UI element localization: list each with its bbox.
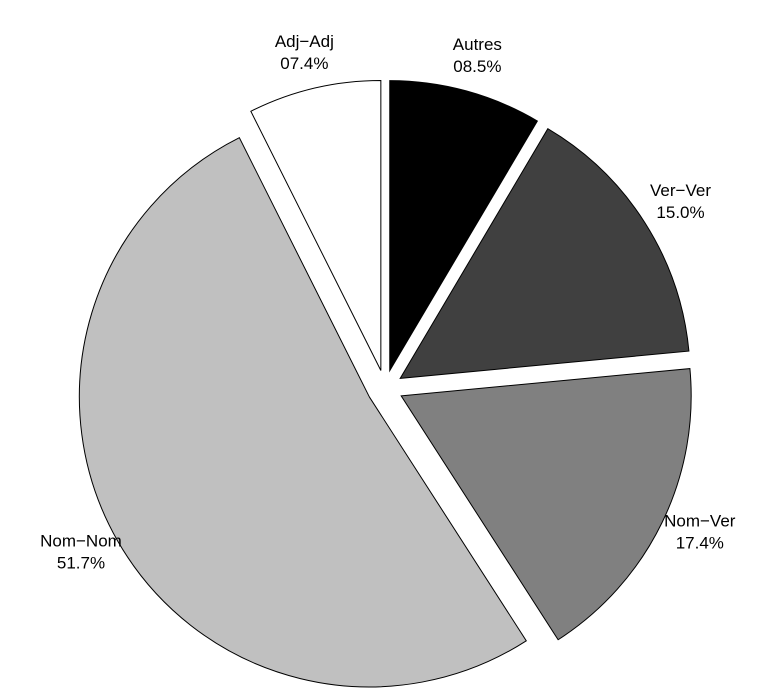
slice-label: Autres [453, 35, 502, 54]
pie-slice [250, 79, 382, 371]
slice-label: Ver−Ver [650, 181, 711, 200]
slice-label: Nom−Nom [40, 531, 122, 550]
slice-value-label: 08.5% [453, 57, 501, 76]
pie-slice [389, 80, 539, 373]
slice-label: Adj−Adj [275, 32, 334, 51]
slice-value-label: 51.7% [57, 553, 105, 572]
pie-slice [399, 128, 690, 379]
pie-slice [78, 137, 527, 688]
slice-value-label: 15.0% [656, 203, 704, 222]
slice-value-label: 17.4% [676, 534, 724, 553]
slice-value-label: 07.4% [280, 54, 328, 73]
pie-slice [400, 368, 692, 641]
slice-label: Nom−Ver [664, 512, 736, 531]
